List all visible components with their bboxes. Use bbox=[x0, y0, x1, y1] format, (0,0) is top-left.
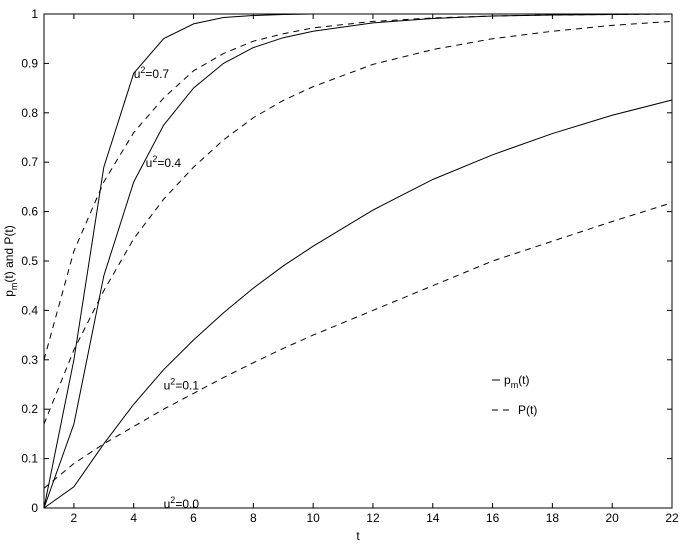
annotation-layer: u2=0.7 u2=0.4 u2=0.1 u2=0.0 bbox=[134, 65, 200, 511]
curve-annotation: u2=0.0 bbox=[164, 495, 200, 511]
curve-annotation: u2=0.1 bbox=[164, 376, 200, 392]
x-tick-label: 6 bbox=[190, 511, 197, 525]
x-tick-label: 14 bbox=[426, 511, 440, 525]
y-tick-label: 0.8 bbox=[21, 106, 38, 120]
x-tick-label: 2 bbox=[71, 511, 78, 525]
series-line-u2-0_4-dashed bbox=[43, 20, 673, 425]
x-tick-label: 20 bbox=[606, 511, 620, 525]
y-tick-label: 0.2 bbox=[21, 402, 38, 416]
y-tick-label: 0.3 bbox=[21, 353, 38, 367]
legend: pm(t) P(t) bbox=[492, 373, 537, 417]
x-tick-label: 12 bbox=[366, 511, 380, 525]
y-tick-label: 0.6 bbox=[21, 205, 38, 219]
axis-ticks: 2 4 6 8 10 12 14 16 18 20 22 0 0.1 0.2 0.3 0.4 0.5 0.6 0.7… bbox=[21, 7, 679, 525]
curve-annotation: u2=0.7 bbox=[134, 65, 170, 81]
y-tick-label: 0.7 bbox=[21, 155, 38, 169]
y-axis-label: pm(t) and P(t) bbox=[2, 225, 19, 297]
legend-label: P(t) bbox=[518, 403, 537, 417]
series-line-u2-0_7-solid bbox=[43, 13, 672, 509]
x-tick-label: 10 bbox=[306, 511, 320, 525]
y-tick-label: 0.1 bbox=[21, 452, 38, 466]
series-layer bbox=[43, 13, 673, 509]
y-tick-label: 0.4 bbox=[21, 303, 38, 317]
series-line-u2-0_4-solid bbox=[43, 13, 673, 509]
series-line-u2-0_1-dashed bbox=[43, 202, 673, 489]
curve-annotation: u2=0.4 bbox=[146, 154, 182, 170]
series-line-u2-0_1-solid bbox=[43, 99, 673, 509]
y-tick-label: 1 bbox=[31, 7, 38, 21]
x-tick-label: 4 bbox=[130, 511, 137, 525]
plot-area bbox=[43, 13, 673, 509]
y-tick-label: 0 bbox=[31, 501, 38, 515]
y-tick-label: 0.5 bbox=[21, 254, 38, 268]
x-tick-label: 16 bbox=[486, 511, 500, 525]
x-tick-label: 18 bbox=[546, 511, 560, 525]
x-tick-label: 8 bbox=[250, 511, 257, 525]
legend-label: pm(t) bbox=[504, 373, 530, 390]
y-tick-label: 0.9 bbox=[21, 56, 38, 70]
x-axis-label: t bbox=[356, 529, 360, 543]
x-tick-label: 22 bbox=[665, 511, 679, 525]
